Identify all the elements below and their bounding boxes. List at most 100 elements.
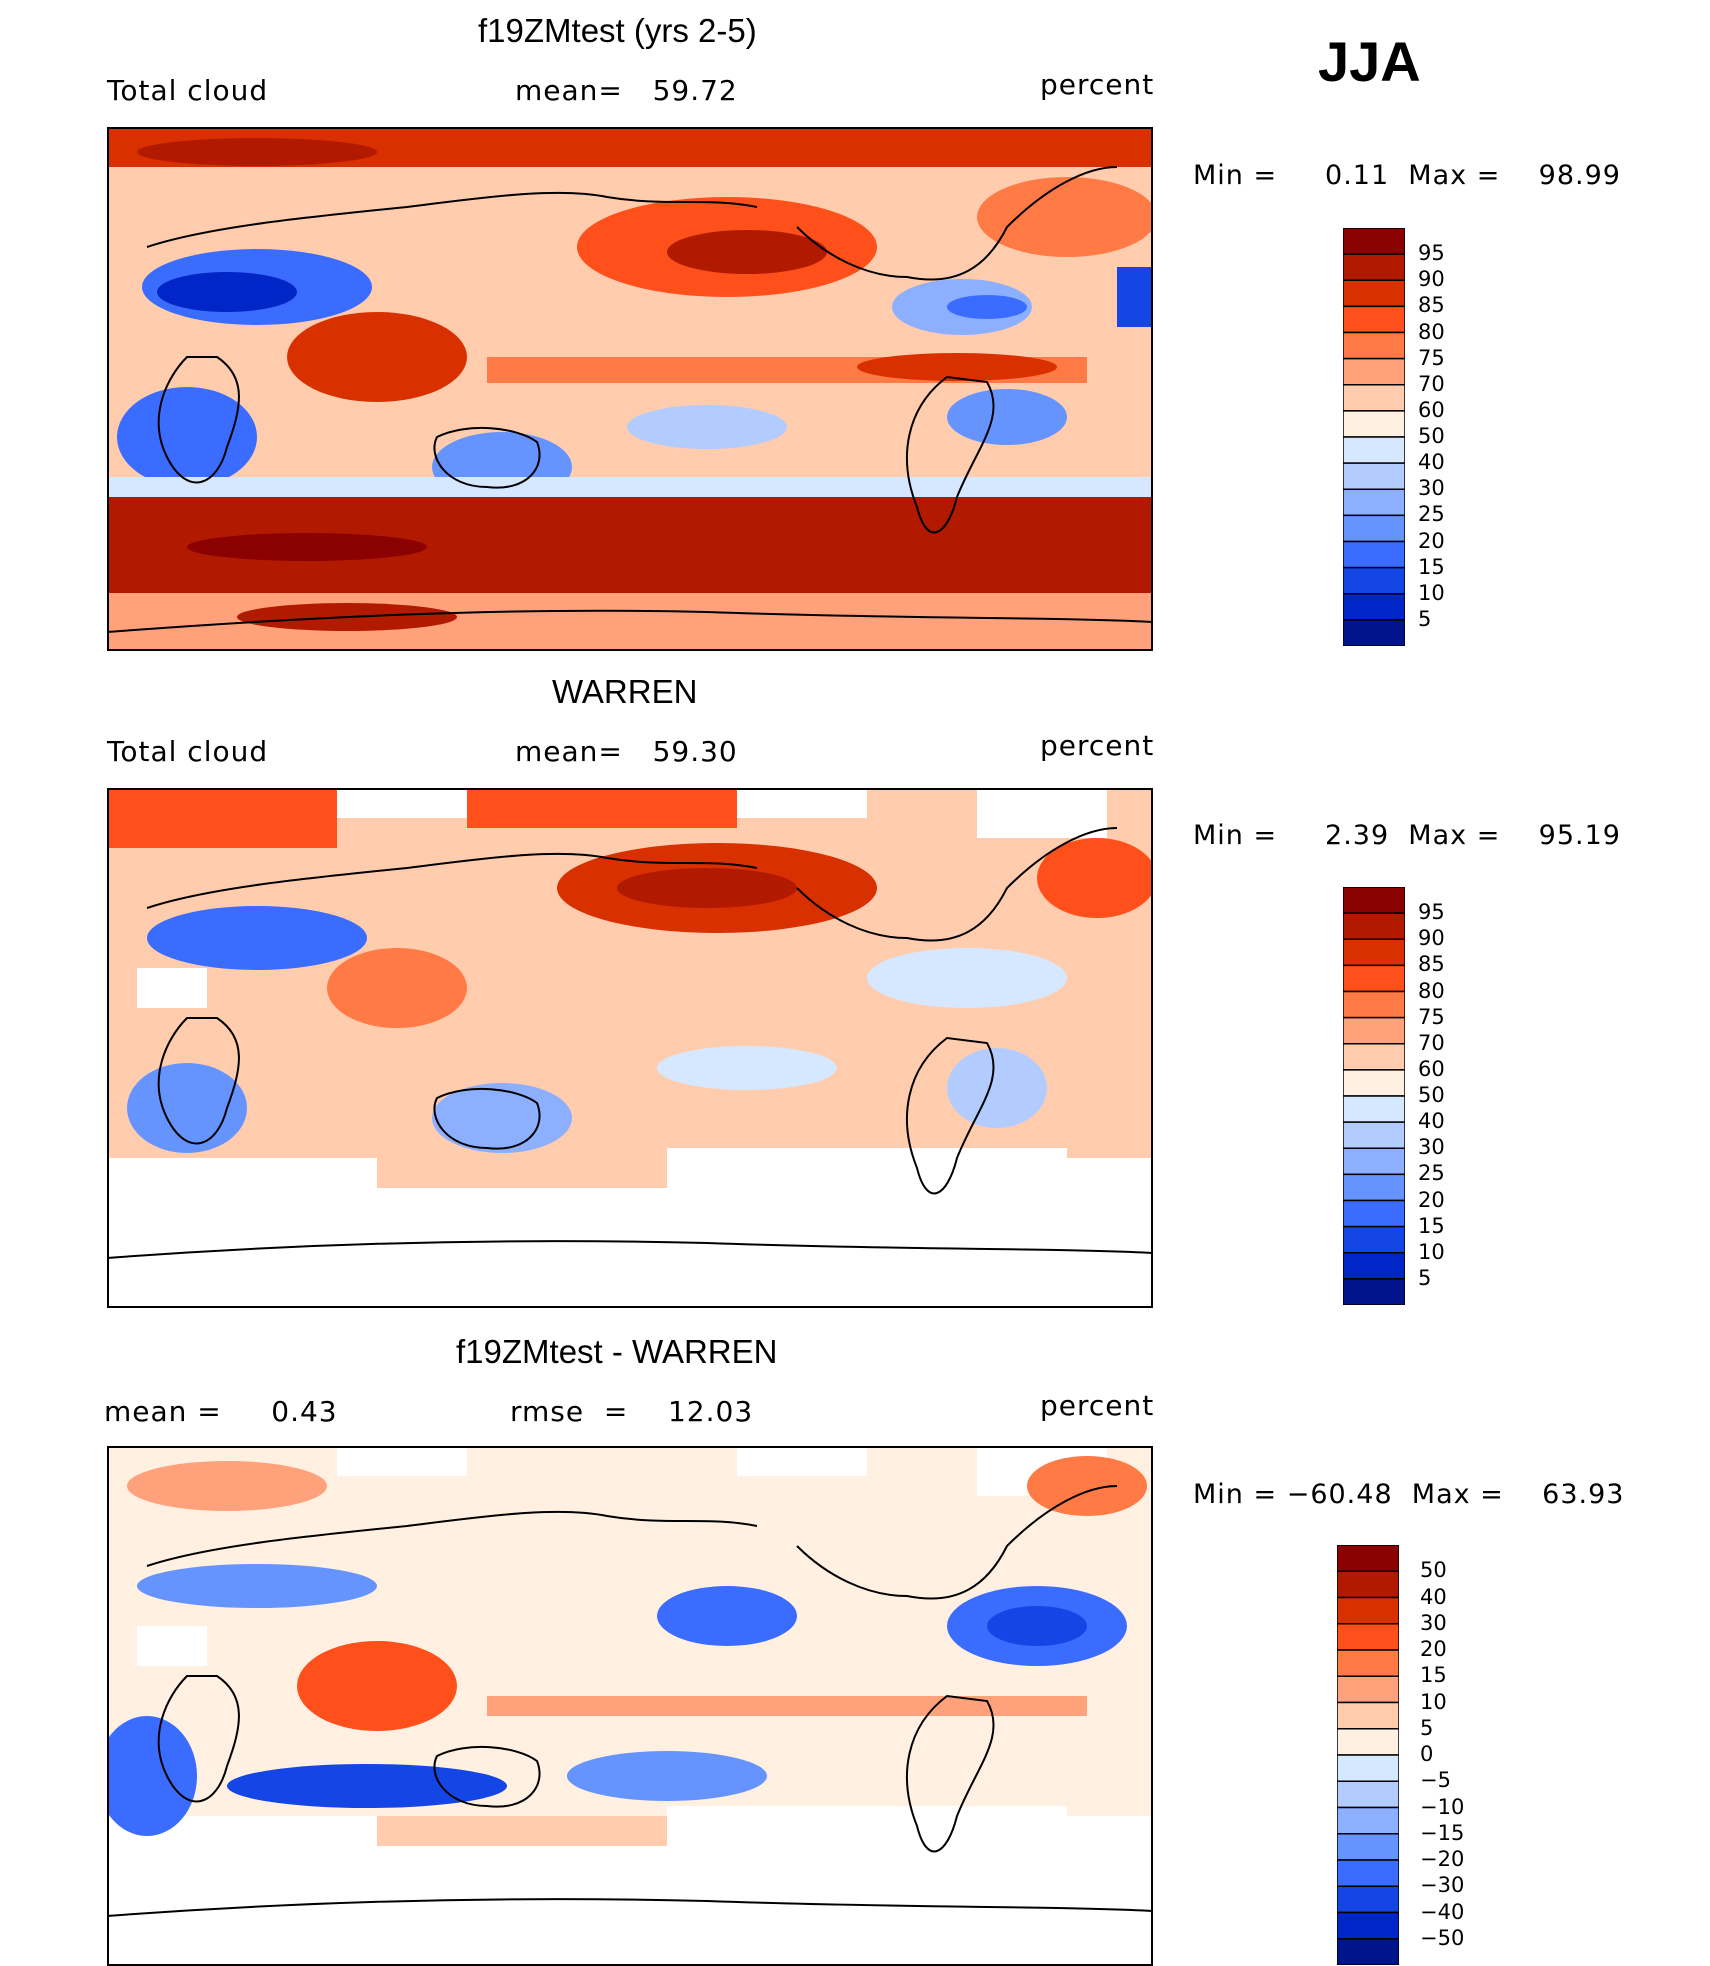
panel-1-colorbar-swatch xyxy=(1343,540,1405,569)
panel-3-colorbar-label: −20 xyxy=(1420,1847,1465,1871)
panel-1-colorbar-swatch xyxy=(1343,436,1405,464)
panel-2-missing-4 xyxy=(137,968,207,1008)
panel-2-colorbar-swatch xyxy=(1343,1173,1405,1202)
panel-1-colorbar-label: 30 xyxy=(1418,476,1445,501)
panel-1-spac-clear xyxy=(627,405,787,449)
panel-3-colorbar-swatch xyxy=(1337,1728,1399,1756)
panel-2-colorbar-swatch xyxy=(1343,964,1405,993)
panel-3-africa-cold xyxy=(107,1716,197,1836)
panel-2-colorbar-label: 5 xyxy=(1418,1265,1432,1290)
panel-1-colorbar-label: 70 xyxy=(1418,371,1445,396)
panel-3-monsoon-warm xyxy=(297,1641,457,1731)
panel-3-natl-warm xyxy=(1027,1456,1147,1516)
panel-2-colorbar-labels: 95 90 85 80 75 70 60 50 40 30 25 20 15 10 5 xyxy=(1418,887,1478,1305)
panel-1-colorbar-label: 5 xyxy=(1418,606,1432,631)
panel-1-min-max: Min = 0.11 Max = 98.99 xyxy=(1193,160,1621,191)
panel-2-map xyxy=(107,788,1153,1308)
panel-3-rmse-label: rmse = 12.03 xyxy=(510,1395,754,1428)
panel-2-colorbar-label: 60 xyxy=(1418,1056,1445,1081)
panel-2-colorbar-swatch xyxy=(1343,1278,1405,1305)
panel-3-itcz-warm xyxy=(487,1696,1087,1716)
panel-3-colorbar-swatch xyxy=(1337,1833,1399,1861)
panel-1-colorbar-swatch xyxy=(1343,228,1405,255)
panel-2-colorbar-label: 40 xyxy=(1418,1109,1445,1134)
panel-1-subtropic-band xyxy=(107,477,1153,497)
panel-1-east-edge-clear xyxy=(1117,267,1153,327)
panel-1-sahara-core xyxy=(157,272,297,312)
panel-2-colorbar-swatch xyxy=(1343,990,1405,1019)
panel-1-colorbar-label: 20 xyxy=(1418,528,1445,553)
panel-2-natl-cloud xyxy=(1037,838,1153,918)
panel-1-colorbar-label: 15 xyxy=(1418,554,1445,579)
panel-1-colorbar-swatch xyxy=(1343,514,1405,543)
panel-1-colorbar-label: 25 xyxy=(1418,502,1445,527)
panel-3-colorbar-label: 20 xyxy=(1420,1637,1447,1661)
panel-2-colorbar-label: 80 xyxy=(1418,978,1445,1003)
panel-3-colorbar-swatch xyxy=(1337,1885,1399,1914)
panel-2-coastlines xyxy=(107,827,1153,1259)
panel-2-colorbar-swatch xyxy=(1343,1252,1405,1280)
panel-1-colorbar-label: 75 xyxy=(1418,345,1445,370)
panel-3-colorbar-swatch xyxy=(1337,1754,1399,1782)
panel-2-colorbar-label: 70 xyxy=(1418,1030,1445,1055)
panel-1-amazon-clear xyxy=(947,389,1067,445)
panel-2-units-label: percent xyxy=(1040,729,1155,762)
panel-1-colorbar-swatch xyxy=(1343,462,1405,490)
panel-2-colorbar-swatch xyxy=(1343,1069,1405,1097)
panel-1-colorbar-label: 80 xyxy=(1418,319,1445,344)
panel-3-colorbar-label: −5 xyxy=(1420,1768,1451,1793)
panel-2-colorbar-swatch xyxy=(1343,1121,1405,1149)
panel-3-colorbar-label: −50 xyxy=(1420,1925,1465,1950)
panel-1-wus-core xyxy=(947,295,1027,319)
panel-3-colorbar-swatch xyxy=(1337,1911,1399,1940)
panel-3-colorbar-label: −40 xyxy=(1420,1899,1465,1924)
panel-3-colorbar-swatch xyxy=(1337,1806,1399,1835)
panel-3-colorbar-label: 30 xyxy=(1420,1610,1447,1635)
panel-3-npac-cold xyxy=(657,1586,797,1646)
panel-3-colorbar-swatch xyxy=(1337,1649,1399,1677)
panel-2-colorbar-swatch xyxy=(1343,1043,1405,1071)
panel-3-colorbar-label: −10 xyxy=(1420,1794,1465,1819)
panel-3-title: f19ZMtest - WARREN xyxy=(456,1333,778,1370)
panel-3-missing-4 xyxy=(137,1626,207,1666)
panel-3-colorbar-labels: 50 40 30 20 15 10 5 0 −5 −10 −15 −20 −30 −40 −50 xyxy=(1420,1545,1490,1965)
panel-2-colorbar-label: 10 xyxy=(1418,1239,1445,1264)
panel-1-frame xyxy=(107,127,1153,651)
season-label: JJA xyxy=(1318,30,1421,93)
panel-1-map xyxy=(107,127,1153,651)
panel-1-colorbar-label: 90 xyxy=(1418,267,1445,292)
panel-1-units-label: percent xyxy=(1040,68,1155,101)
panel-2-amazon-clear xyxy=(947,1048,1047,1128)
panel-3-eurasia-cold xyxy=(137,1564,377,1608)
panel-3-colorbar-label: −15 xyxy=(1420,1820,1465,1845)
panel-2-colorbar-swatch xyxy=(1343,1095,1405,1123)
panel-1-colorbar xyxy=(1343,228,1405,646)
panel-2-arctic-band xyxy=(107,788,337,848)
panel-1-arctic-core xyxy=(137,138,377,166)
panel-3-missing-5 xyxy=(667,1806,1067,1966)
panel-3-watl-core xyxy=(987,1606,1087,1646)
panel-2-spac-clear xyxy=(657,1046,837,1090)
panel-3-colorbar-swatch xyxy=(1337,1596,1399,1625)
panel-2-variable-label: Total cloud xyxy=(107,735,269,768)
panel-2-colorbar-label: 15 xyxy=(1418,1213,1445,1238)
panel-2-frame xyxy=(107,788,1153,1308)
panel-1-colorbar-swatch xyxy=(1343,357,1405,386)
panel-2-missing-2 xyxy=(737,788,867,818)
panel-3-colorbar-label: 50 xyxy=(1420,1558,1447,1583)
panel-3-colorbar-swatch xyxy=(1337,1938,1399,1965)
panel-2-mean-label: mean= 59.30 xyxy=(515,735,738,768)
panel-3-colorbar-swatch xyxy=(1337,1675,1399,1704)
panel-1-natl-cloud xyxy=(977,177,1153,257)
panel-3-spac-cold xyxy=(567,1751,767,1801)
panel-3-colorbar-label: 0 xyxy=(1420,1742,1434,1766)
panel-2-arctic-band-2 xyxy=(467,788,737,828)
panel-1-southern-ocean-core xyxy=(187,533,427,561)
panel-1-title: f19ZMtest (yrs 2-5) xyxy=(478,12,757,49)
panel-3-colorbar-label: 5 xyxy=(1420,1715,1434,1740)
panel-2-colorbar-swatch xyxy=(1343,1147,1405,1176)
panel-1-colorbar-label: 95 xyxy=(1418,241,1445,266)
panel-1-colorbar-label: 60 xyxy=(1418,397,1445,422)
panel-1-colorbar-swatch xyxy=(1343,279,1405,308)
panel-1-mean-label: mean= 59.72 xyxy=(515,74,738,107)
